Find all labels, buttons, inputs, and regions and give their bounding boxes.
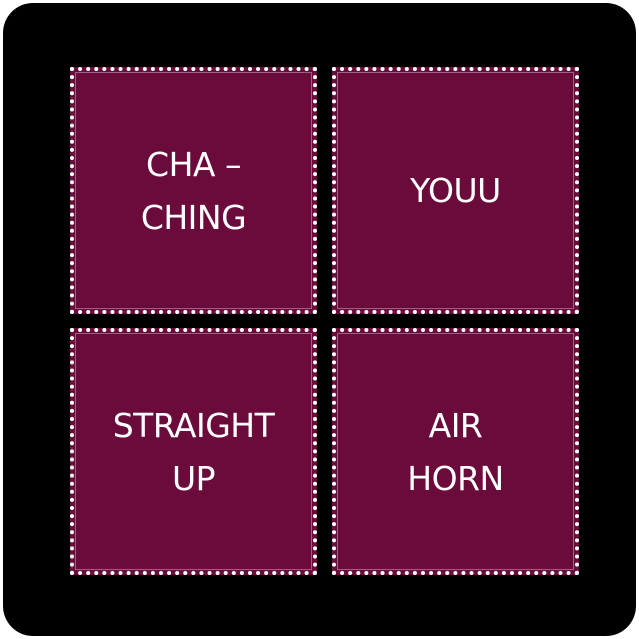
soundboard-panel: CHA – CHING YOUU STRAIGHT UP AIR HORN	[3, 3, 636, 636]
pad-cha-ching-button[interactable]: CHA – CHING	[70, 67, 317, 314]
pad-label: YOUU	[410, 171, 501, 210]
pad-air-horn-button[interactable]: AIR HORN	[332, 328, 579, 575]
pad-label: CHA – CHING	[140, 144, 247, 237]
pad-youu-button[interactable]: YOUU	[332, 67, 579, 314]
pad-straight-up-button[interactable]: STRAIGHT UP	[70, 328, 317, 575]
pad-label: AIR HORN	[407, 405, 504, 498]
pad-label: STRAIGHT UP	[112, 405, 275, 498]
